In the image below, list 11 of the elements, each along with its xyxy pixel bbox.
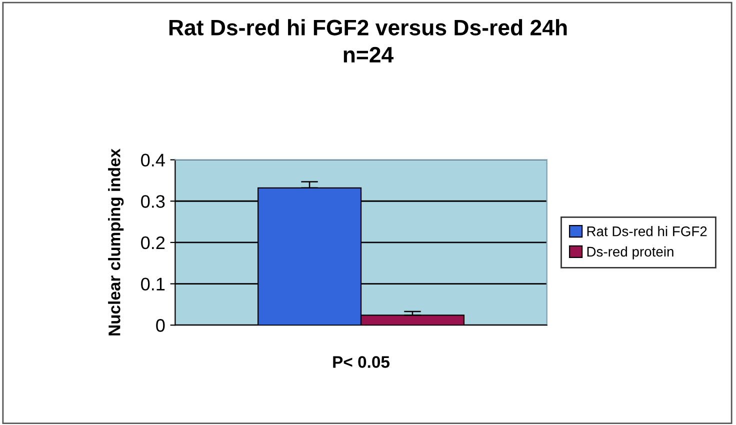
legend-label: Ds-red protein <box>587 246 674 260</box>
y-tick-label: 0 <box>156 319 165 332</box>
y-tick-label: 0.4 <box>141 154 165 167</box>
x-tick-label: P< 0.05 <box>333 356 390 368</box>
y-axis-title: Nuclear clumping index <box>108 148 124 336</box>
y-tick-label: 0.3 <box>141 195 165 208</box>
chart-title: Rat Ds-red hi FGF2 versus Ds-red 24h <box>169 19 567 36</box>
legend-label: Rat Ds-red hi FGF2 <box>587 226 707 236</box>
chart-subtitle: n=24 <box>344 46 394 62</box>
y-tick-label: 0.1 <box>141 278 165 291</box>
y-tick-label: 0.2 <box>141 236 165 250</box>
